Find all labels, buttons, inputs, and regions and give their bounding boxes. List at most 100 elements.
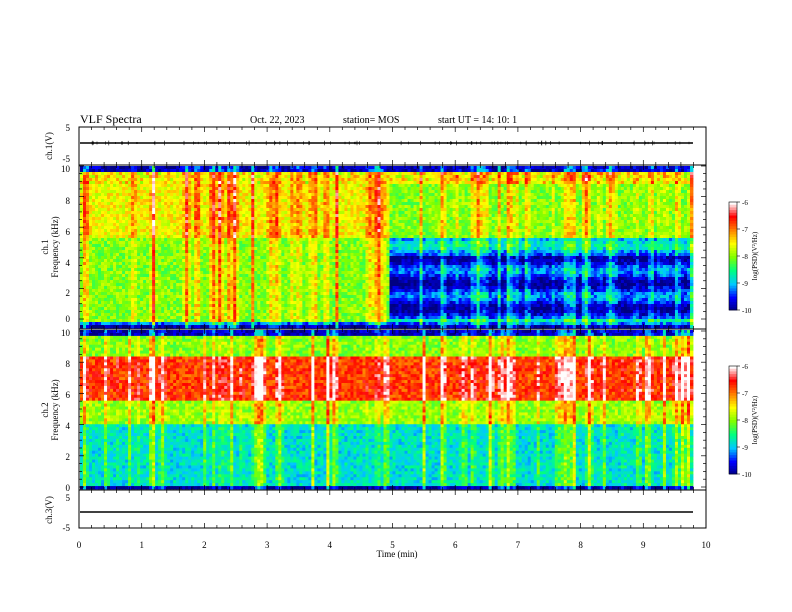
ch2-spec-ylabel-line2: Frequency (kHz) bbox=[50, 379, 60, 440]
ch1-ytick-max: 5 bbox=[66, 123, 71, 133]
colorbar-swatch bbox=[729, 395, 737, 399]
colorbar-swatch bbox=[729, 468, 737, 472]
date-label: Oct. 22, 2023 bbox=[250, 115, 304, 126]
colorbar-swatch bbox=[729, 471, 737, 475]
x-tick-label: 0 bbox=[77, 540, 82, 550]
colorbar-swatch bbox=[729, 223, 737, 227]
colorbar-swatch bbox=[729, 299, 737, 303]
ch2-spec-ytick-6: 6 bbox=[66, 390, 71, 400]
x-tick-label: 6 bbox=[453, 540, 458, 550]
axis-ticks bbox=[78, 127, 707, 528]
colorbar-swatch bbox=[729, 283, 737, 287]
colorbar-swatch bbox=[729, 428, 737, 432]
colorbar-swatch bbox=[729, 444, 737, 448]
colorbar-swatch bbox=[729, 422, 737, 426]
ch1-spec-ylabel-line2: Frequency (kHz) bbox=[50, 216, 60, 277]
colorbar-swatch bbox=[729, 293, 737, 297]
colorbar-swatch bbox=[729, 460, 737, 464]
x-tick-label: 4 bbox=[328, 540, 333, 550]
colorbar-swatch bbox=[729, 449, 737, 453]
ch2-spec-ytick-0: 0 bbox=[66, 483, 71, 493]
colorbar-swatch bbox=[729, 457, 737, 461]
ch2-spec-ytick-10: 10 bbox=[61, 328, 71, 338]
colorbar-swatch bbox=[729, 455, 737, 459]
ch1-spec-ytick-0: 0 bbox=[66, 314, 71, 324]
colorbar-swatch bbox=[729, 234, 737, 238]
colorbar-swatch bbox=[729, 414, 737, 418]
ch1-spectrogram bbox=[80, 166, 694, 329]
colorbar-swatch bbox=[729, 376, 737, 380]
x-tick-label: 3 bbox=[265, 540, 270, 550]
colorbar-tick-label: -7 bbox=[742, 390, 748, 398]
colorbar-swatch bbox=[729, 207, 737, 211]
colorbar-swatch bbox=[729, 387, 737, 391]
colorbar-swatch bbox=[729, 368, 737, 372]
x-tick-label: 2 bbox=[202, 540, 207, 550]
ch1-spec-ytick-8: 8 bbox=[66, 196, 71, 206]
colorbar-swatch bbox=[729, 288, 737, 292]
colorbar-swatch bbox=[729, 212, 737, 216]
colorbar-swatch bbox=[729, 242, 737, 246]
colorbar-swatch bbox=[729, 258, 737, 262]
x-axis-label: Time (min) bbox=[377, 549, 418, 559]
colorbar-tick-label: -8 bbox=[742, 253, 748, 261]
colorbar-swatch bbox=[729, 272, 737, 276]
colorbar-swatch bbox=[729, 447, 737, 451]
colorbar-swatch bbox=[729, 247, 737, 251]
colorbar-tick-label: -6 bbox=[742, 363, 748, 371]
station-label: station= MOS bbox=[343, 115, 399, 126]
colorbar-swatch bbox=[729, 285, 737, 289]
colorbar-label: log(PSD)(V²/Hz) bbox=[751, 395, 759, 444]
ch1-spec-ytick-4: 4 bbox=[66, 258, 71, 268]
colorbar-swatch bbox=[729, 229, 737, 233]
colorbar-swatch bbox=[729, 307, 737, 311]
x-tick-label: 5 bbox=[390, 540, 395, 550]
colorbar-swatch bbox=[729, 264, 737, 268]
colorbar-swatch bbox=[729, 433, 737, 437]
x-tick-labels: 0 1 2 3 4 5 6 7 8 9 10 bbox=[77, 540, 711, 550]
ch3-voltage-ylabel: ch.3(V) bbox=[44, 496, 54, 524]
colorbar-swatch bbox=[729, 239, 737, 243]
ch2-spectrogram bbox=[80, 330, 694, 490]
colorbar-swatch bbox=[729, 382, 737, 386]
colorbar-swatch bbox=[729, 390, 737, 394]
colorbar-swatch bbox=[729, 220, 737, 224]
ch2-spec-ylabel-line1: ch.2 bbox=[40, 402, 50, 417]
x-tick-label: 7 bbox=[516, 540, 521, 550]
colorbar-swatch bbox=[729, 291, 737, 295]
ch3-ytick-max: 5 bbox=[66, 493, 71, 503]
ch1-spec-ylabel-line1: ch.1 bbox=[40, 239, 50, 254]
colorbar-swatch bbox=[729, 366, 737, 370]
x-tick-label: 10 bbox=[702, 540, 712, 550]
colorbar-swatch bbox=[729, 274, 737, 278]
colorbar-swatch bbox=[729, 256, 737, 260]
colorbar-tick-label: -6 bbox=[742, 199, 748, 207]
ch1-voltage-ylabel: ch.1(V) bbox=[44, 132, 54, 160]
colorbar-swatch bbox=[729, 245, 737, 249]
ch1-voltage-spikes bbox=[91, 140, 692, 146]
colorbar-swatch bbox=[729, 393, 737, 397]
colorbar-swatch bbox=[729, 269, 737, 273]
colorbar-swatch bbox=[729, 441, 737, 445]
ch1-spec-ytick-10: 10 bbox=[61, 164, 71, 174]
x-tick-label: 8 bbox=[578, 540, 583, 550]
colorbar-swatch bbox=[729, 436, 737, 440]
colorbar-swatch bbox=[729, 463, 737, 467]
ch3-voltage-frame bbox=[78, 489, 707, 529]
x-tick-label: 1 bbox=[139, 540, 144, 550]
colorbar-swatch bbox=[729, 218, 737, 222]
colorbar-swatch bbox=[729, 250, 737, 254]
colorbar-swatch bbox=[729, 215, 737, 219]
colorbar-swatch bbox=[729, 409, 737, 413]
ch1-spectrogram-image bbox=[80, 166, 694, 329]
start-ut-label: start UT = 14: 10: 1 bbox=[438, 115, 517, 126]
colorbar-tick-label: -10 bbox=[742, 307, 752, 315]
colorbar-swatch bbox=[729, 425, 737, 429]
ch3-ytick-min: -5 bbox=[63, 523, 71, 533]
colorbar-swatch bbox=[729, 398, 737, 402]
ch1-spec-ytick-6: 6 bbox=[66, 227, 71, 237]
colorbar-swatch bbox=[729, 403, 737, 407]
colorbar-tick-label: -10 bbox=[742, 471, 752, 479]
colorbar-tick-label: -7 bbox=[742, 226, 748, 234]
